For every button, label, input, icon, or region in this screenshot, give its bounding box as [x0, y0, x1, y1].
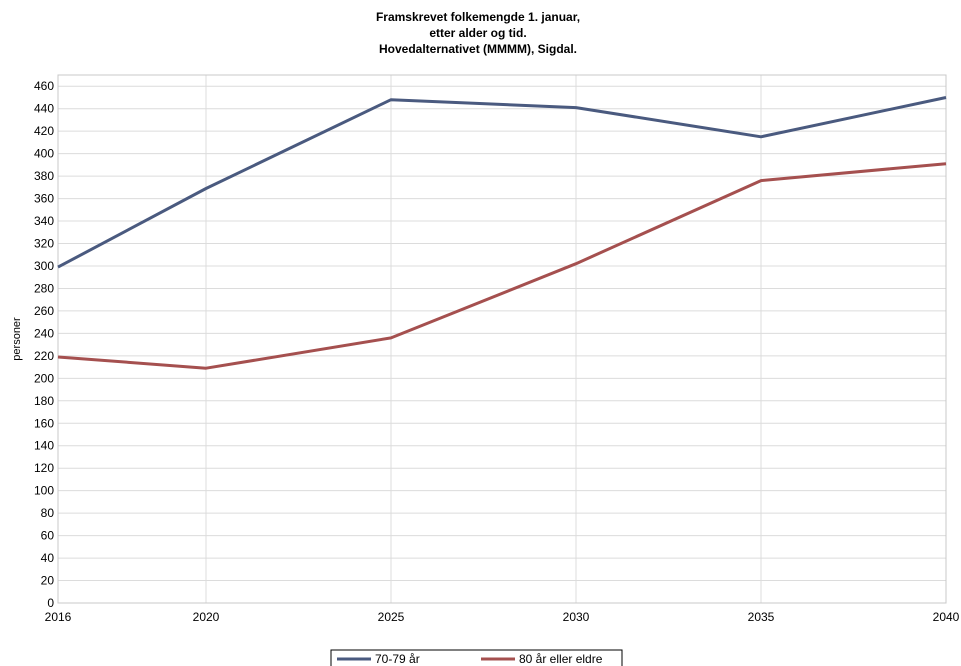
y-tick-label: 20	[41, 574, 55, 588]
y-tick-label: 120	[34, 461, 54, 475]
y-tick-label: 340	[34, 214, 54, 228]
y-tick-label: 200	[34, 371, 54, 385]
y-tick-label: 60	[41, 529, 55, 543]
y-tick-label: 460	[34, 79, 54, 93]
plot-area-border	[57, 74, 947, 604]
y-tick-label: 280	[34, 281, 54, 295]
series-line	[57, 96, 947, 269]
legend-box	[330, 649, 623, 666]
y-tick-label: 320	[34, 237, 54, 251]
legend: 70-79 år 80 år eller eldre	[330, 649, 623, 666]
legend-label: 80 år eller eldre	[519, 652, 603, 666]
x-axis-ticks: 2016 2020 2025 2030 2035 2040	[45, 610, 960, 624]
legend-label: 70-79 år	[375, 652, 420, 666]
chart-title: Framskrevet folkemengde 1. januar, etter…	[376, 10, 580, 56]
y-tick-label: 180	[34, 394, 54, 408]
y-tick-label: 220	[34, 349, 54, 363]
y-axis-ticks: 0 20 40 60 80 100 120 140 160 180 200 220 240 260 280 3…	[34, 79, 54, 610]
chart-title-line: Hovedalternativet (MMMM), Sigdal.	[379, 42, 577, 56]
y-tick-label: 420	[34, 124, 54, 138]
y-tick-label: 40	[41, 551, 55, 565]
y-tick-label: 380	[34, 169, 54, 183]
series-lines	[57, 96, 947, 370]
y-tick-label: 240	[34, 326, 54, 340]
x-tick-label: 2040	[933, 610, 960, 624]
chart-title-line: Framskrevet folkemengde 1. januar,	[376, 10, 580, 24]
x-tick-label: 2020	[193, 610, 220, 624]
y-tick-label: 100	[34, 484, 54, 498]
x-tick-label: 2030	[563, 610, 590, 624]
y-tick-label: 80	[41, 506, 55, 520]
y-tick-label: 300	[34, 259, 54, 273]
x-tick-label: 2035	[748, 610, 775, 624]
y-tick-label: 360	[34, 192, 54, 206]
y-tick-label: 400	[34, 147, 54, 161]
x-tick-label: 2016	[45, 610, 72, 624]
series-line	[57, 162, 947, 370]
grid-lines	[57, 75, 947, 604]
y-tick-label: 160	[34, 416, 54, 430]
y-axis-label: personer	[11, 317, 23, 361]
y-tick-label: 140	[34, 439, 54, 453]
chart-title-line: etter alder og tid.	[429, 26, 526, 40]
y-tick-label: 0	[47, 596, 54, 610]
y-tick-label: 440	[34, 102, 54, 116]
x-tick-label: 2025	[378, 610, 405, 624]
y-tick-label: 260	[34, 304, 54, 318]
